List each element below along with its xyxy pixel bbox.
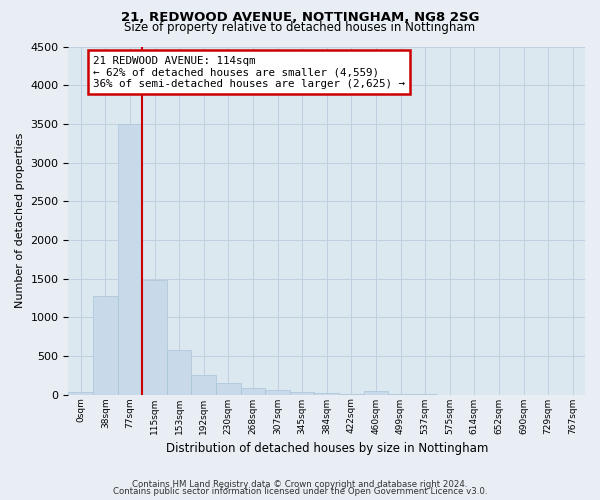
Text: Contains HM Land Registry data © Crown copyright and database right 2024.: Contains HM Land Registry data © Crown c… — [132, 480, 468, 489]
Bar — [364, 390, 388, 394]
Text: 21, REDWOOD AVENUE, NOTTINGHAM, NG8 2SG: 21, REDWOOD AVENUE, NOTTINGHAM, NG8 2SG — [121, 11, 479, 24]
Bar — [216, 384, 241, 394]
Bar — [241, 388, 265, 394]
Text: 21 REDWOOD AVENUE: 114sqm
← 62% of detached houses are smaller (4,559)
36% of se: 21 REDWOOD AVENUE: 114sqm ← 62% of detac… — [93, 56, 405, 89]
Bar — [167, 350, 191, 395]
Y-axis label: Number of detached properties: Number of detached properties — [15, 133, 25, 308]
Bar — [68, 392, 93, 394]
Bar — [314, 392, 339, 394]
Text: Size of property relative to detached houses in Nottingham: Size of property relative to detached ho… — [124, 21, 476, 34]
Bar — [290, 392, 314, 394]
Bar — [191, 375, 216, 394]
X-axis label: Distribution of detached houses by size in Nottingham: Distribution of detached houses by size … — [166, 442, 488, 455]
Bar — [142, 280, 167, 394]
Bar — [93, 296, 118, 394]
Text: Contains public sector information licensed under the Open Government Licence v3: Contains public sector information licen… — [113, 487, 487, 496]
Bar — [118, 124, 142, 394]
Bar — [265, 390, 290, 394]
